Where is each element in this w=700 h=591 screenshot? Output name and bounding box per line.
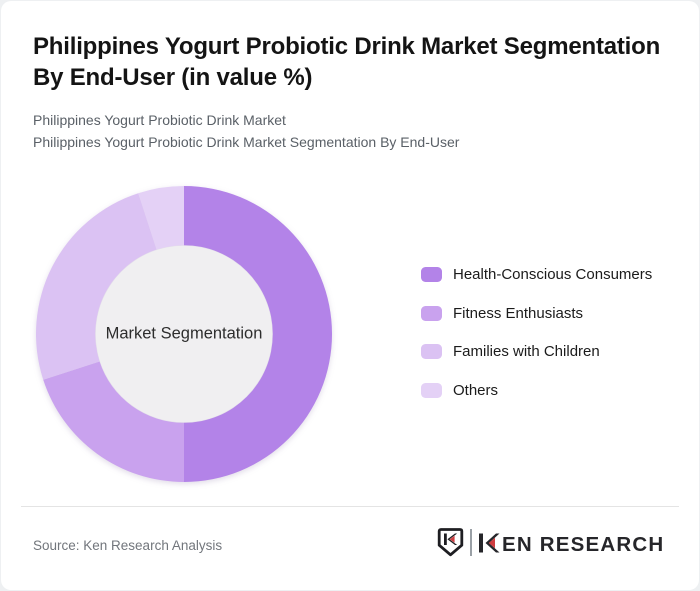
chart-legend: Health-Conscious Consumers Fitness Enthu… — [421, 264, 652, 418]
donut-chart-svg — [35, 186, 332, 482]
legend-swatch-icon — [421, 382, 442, 398]
donut-segment-2[interactable] — [35, 193, 157, 380]
legend-swatch-icon — [421, 344, 442, 359]
ken-research-wordmark: EN RESEARCH — [479, 533, 664, 555]
source-note: Source: Ken Research Analysis — [33, 538, 223, 553]
donut-center-circle — [95, 245, 273, 423]
donut-segment-0[interactable] — [184, 186, 332, 482]
ken-research-logo: EN RESEARCH — [437, 527, 672, 558]
legend-item-others[interactable]: Others — [421, 380, 652, 401]
legend-label: Health-Conscious Consumers — [453, 266, 653, 283]
donut-center-label: Market Segmentation — [105, 324, 263, 343]
legend-label: Fitness Enthusiasts — [453, 304, 584, 322]
logo-divider-bar — [469, 529, 472, 556]
legend-item-fitness-enthusiasts[interactable]: Fitness Enthusiasts — [421, 303, 652, 324]
ken-research-wordmark-text: EN RESEARCH — [502, 533, 664, 555]
legend-item-health-conscious-consumers[interactable]: Health-Conscious Consumers — [421, 264, 652, 285]
ken-research-emblem-icon — [437, 528, 463, 557]
subtitle-line-1: Philippines Yogurt Probiotic Drink Marke… — [33, 112, 286, 128]
chart-subtitles: Philippines Yogurt Probiotic Drink Marke… — [33, 109, 459, 153]
legend-item-families-with-children[interactable]: Families with Children — [421, 341, 652, 362]
legend-label: Families with Children — [453, 343, 600, 360]
legend-swatch-icon — [421, 305, 442, 321]
page-title: Philippines Yogurt Probiotic Drink Marke… — [33, 33, 661, 91]
donut-segment-3[interactable] — [138, 186, 184, 250]
footer-divider — [21, 506, 679, 507]
legend-swatch-icon — [421, 267, 442, 282]
donut-segment-1[interactable] — [43, 361, 184, 482]
donut-chart: Market Segmentation — [35, 185, 333, 483]
legend-label: Others — [453, 381, 499, 399]
subtitle-line-2: Philippines Yogurt Probiotic Drink Marke… — [33, 134, 460, 150]
